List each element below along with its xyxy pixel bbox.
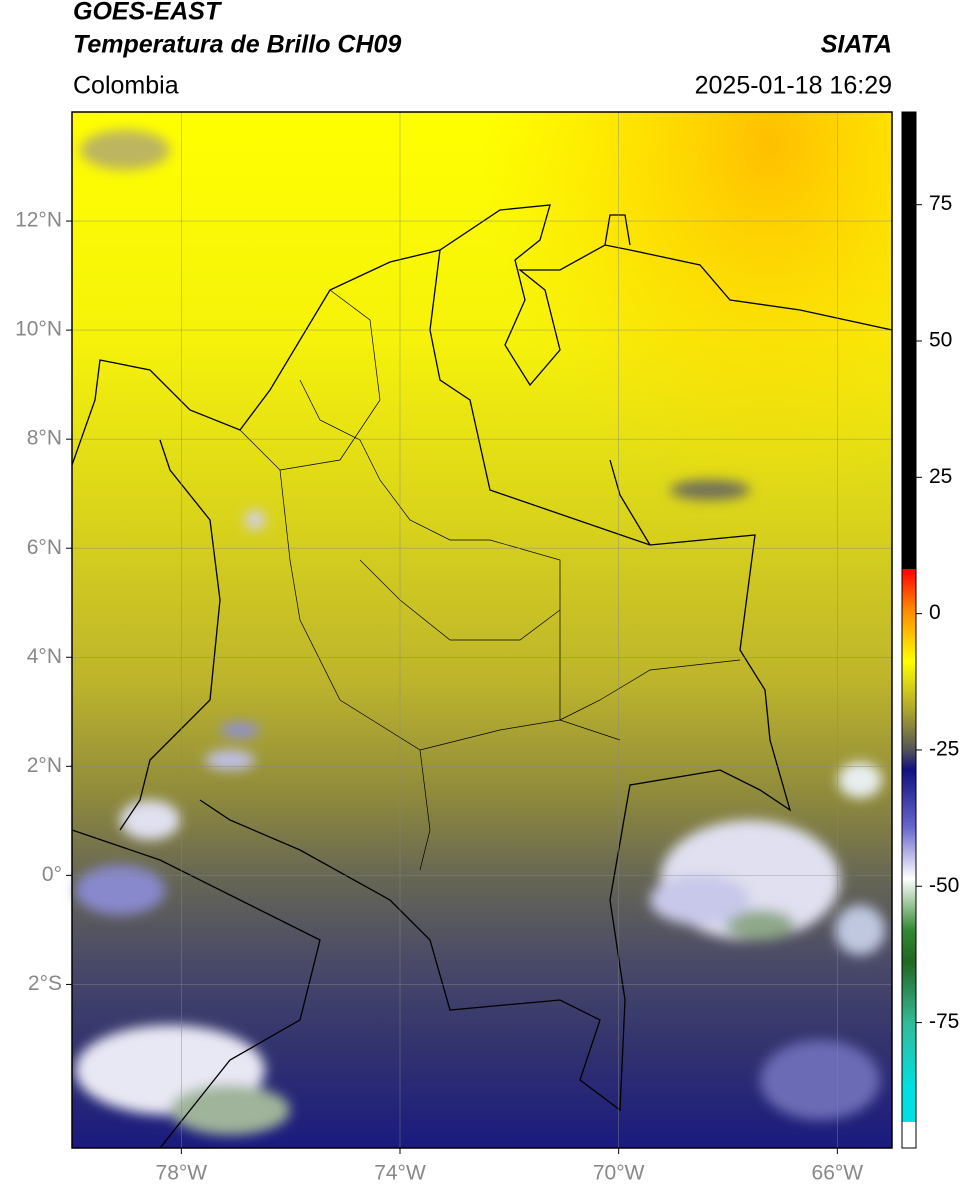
x-tick-label: 66°W	[812, 1162, 864, 1185]
y-tick-label: 8°N	[27, 427, 62, 450]
colorbar-tick-label: -75	[929, 1010, 959, 1033]
y-tick-label: 10°N	[15, 318, 62, 341]
y-tick-label: 2°N	[27, 754, 62, 777]
region: Colombia	[73, 72, 179, 100]
x-tick-label: 70°W	[593, 1162, 645, 1185]
colorbar-tick-label: -25	[929, 738, 959, 761]
datetime: 2025-01-18 16:29	[695, 72, 892, 100]
y-tick-label: 6°N	[27, 536, 62, 559]
colorbar-tick-label: 0	[929, 601, 941, 624]
y-tick-label: 4°N	[27, 645, 62, 668]
x-tick-label: 78°W	[156, 1162, 208, 1185]
map-image	[71, 112, 893, 1149]
y-tick-label: 12°N	[15, 209, 62, 232]
subtitle: Temperatura de Brillo CH09	[73, 31, 401, 59]
colorbar-tick-label: 25	[929, 465, 952, 488]
source: SIATA	[821, 31, 892, 59]
colorbar-tick-label: 50	[929, 329, 952, 352]
map-frame	[71, 111, 893, 1149]
title: GOES-EAST	[73, 0, 223, 26]
grid	[72, 112, 892, 1148]
colorbar-tick-label: 75	[929, 192, 952, 215]
colorbar-tick-label: -50	[929, 874, 959, 897]
colorbar	[901, 111, 917, 1149]
x-tick-label: 74°W	[374, 1162, 426, 1185]
y-tick-label: 2°S	[28, 972, 62, 995]
y-tick-label: 0°	[42, 863, 62, 886]
